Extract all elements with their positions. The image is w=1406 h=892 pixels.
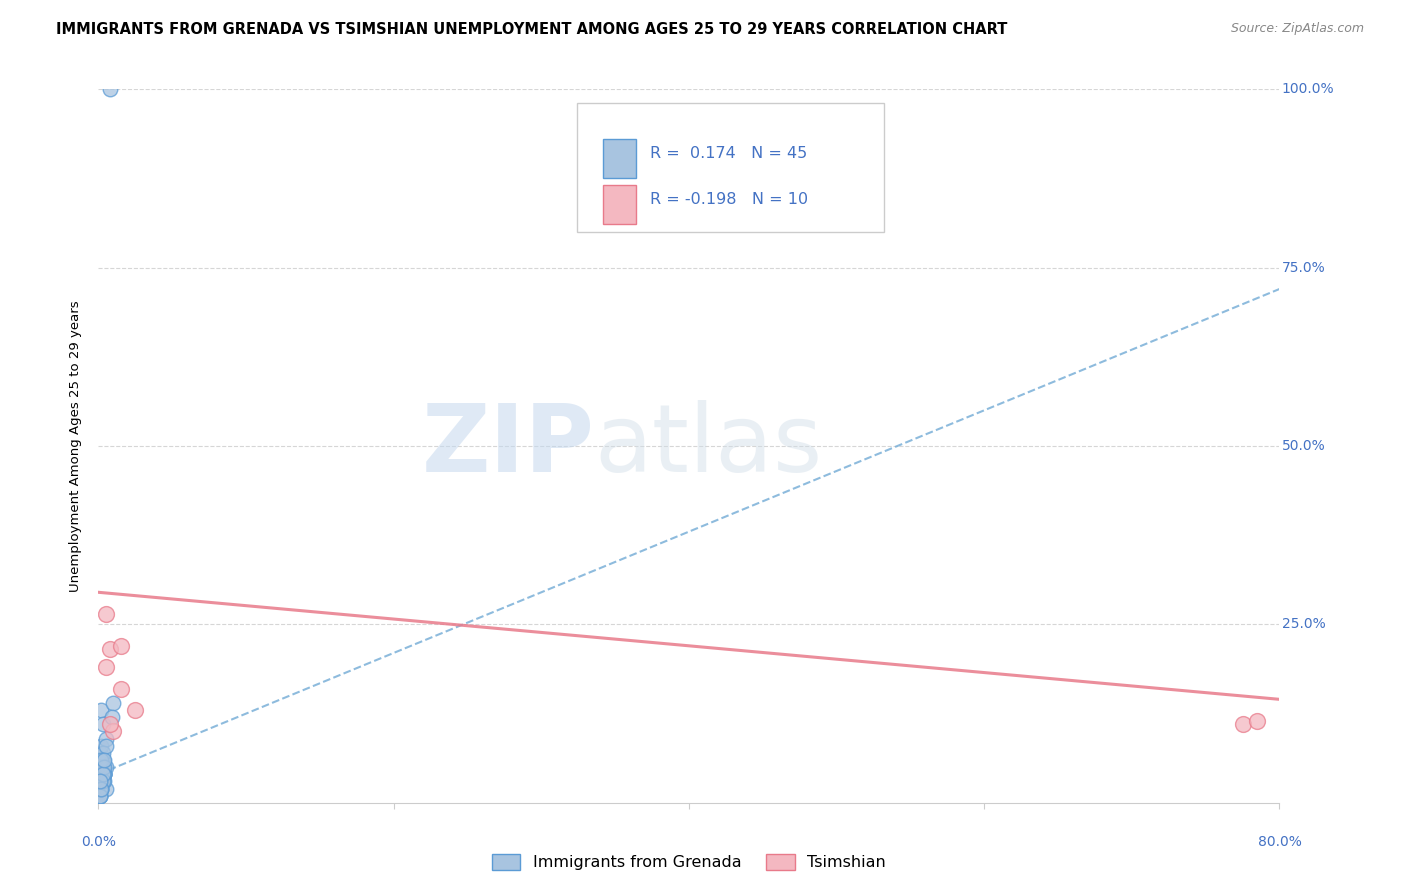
Point (91, 753, 114, 767)
Text: 100.0%: 100.0% (1282, 82, 1334, 96)
Point (91, 753, 114, 767)
Point (1246, 714, 1268, 728)
Point (90, 760, 112, 774)
Point (91, 767, 114, 781)
Y-axis label: Unemployment Among Ages 25 to 29 years: Unemployment Among Ages 25 to 29 years (69, 301, 83, 591)
Point (89, 781, 111, 796)
Point (94, 760, 117, 774)
Point (90, 781, 112, 796)
FancyBboxPatch shape (603, 185, 636, 224)
Point (90, 703, 112, 717)
Text: 75.0%: 75.0% (1282, 260, 1326, 275)
Point (98, 642, 121, 657)
Point (91, 717, 114, 731)
Point (93, 774, 115, 789)
FancyBboxPatch shape (576, 103, 884, 232)
Point (89, 781, 111, 796)
Point (94, 739, 117, 753)
Text: R = -0.198   N = 10: R = -0.198 N = 10 (650, 192, 808, 207)
Point (89, 789, 111, 803)
Point (1232, 717, 1254, 731)
Point (90, 739, 112, 753)
Point (91, 760, 114, 774)
Point (90, 774, 112, 789)
Point (98, 717, 121, 731)
Point (89, 746, 111, 760)
Text: 80.0%: 80.0% (1257, 835, 1302, 849)
Point (90, 781, 112, 796)
Point (98, 82, 121, 96)
Point (93, 767, 115, 781)
Point (90, 753, 112, 767)
Point (91, 774, 114, 789)
Text: atlas: atlas (595, 400, 823, 492)
Text: IMMIGRANTS FROM GRENADA VS TSIMSHIAN UNEMPLOYMENT AMONG AGES 25 TO 29 YEARS CORR: IMMIGRANTS FROM GRENADA VS TSIMSHIAN UNE… (56, 22, 1008, 37)
Point (89, 774, 111, 789)
Text: 50.0%: 50.0% (1282, 439, 1326, 453)
Point (110, 639, 132, 653)
Point (94, 607, 117, 621)
Point (124, 703, 146, 717)
Point (90, 774, 112, 789)
Point (91, 774, 114, 789)
Text: 25.0%: 25.0% (1282, 617, 1326, 632)
Text: Source: ZipAtlas.com: Source: ZipAtlas.com (1230, 22, 1364, 36)
Point (93, 753, 115, 767)
Point (91, 760, 114, 774)
Point (94, 781, 117, 796)
Legend: Immigrants from Grenada, Tsimshian: Immigrants from Grenada, Tsimshian (485, 847, 893, 877)
Point (94, 731, 117, 746)
Point (89, 781, 111, 796)
Point (90, 774, 112, 789)
Point (93, 767, 115, 781)
Point (90, 781, 112, 796)
Text: ZIP: ZIP (422, 400, 595, 492)
Point (94, 660, 117, 674)
Text: R =  0.174   N = 45: R = 0.174 N = 45 (650, 146, 807, 161)
Text: 0.0%: 0.0% (82, 835, 115, 849)
Point (103, 724, 125, 739)
Point (90, 760, 112, 774)
Point (91, 767, 114, 781)
Point (93, 767, 115, 781)
Point (110, 681, 132, 696)
Point (103, 696, 125, 710)
FancyBboxPatch shape (603, 139, 636, 178)
Point (93, 767, 115, 781)
Point (100, 710, 122, 724)
Point (93, 767, 115, 781)
Point (91, 774, 114, 789)
Point (93, 760, 115, 774)
Point (89, 789, 111, 803)
Point (91, 753, 114, 767)
Point (89, 789, 111, 803)
Point (91, 746, 114, 760)
